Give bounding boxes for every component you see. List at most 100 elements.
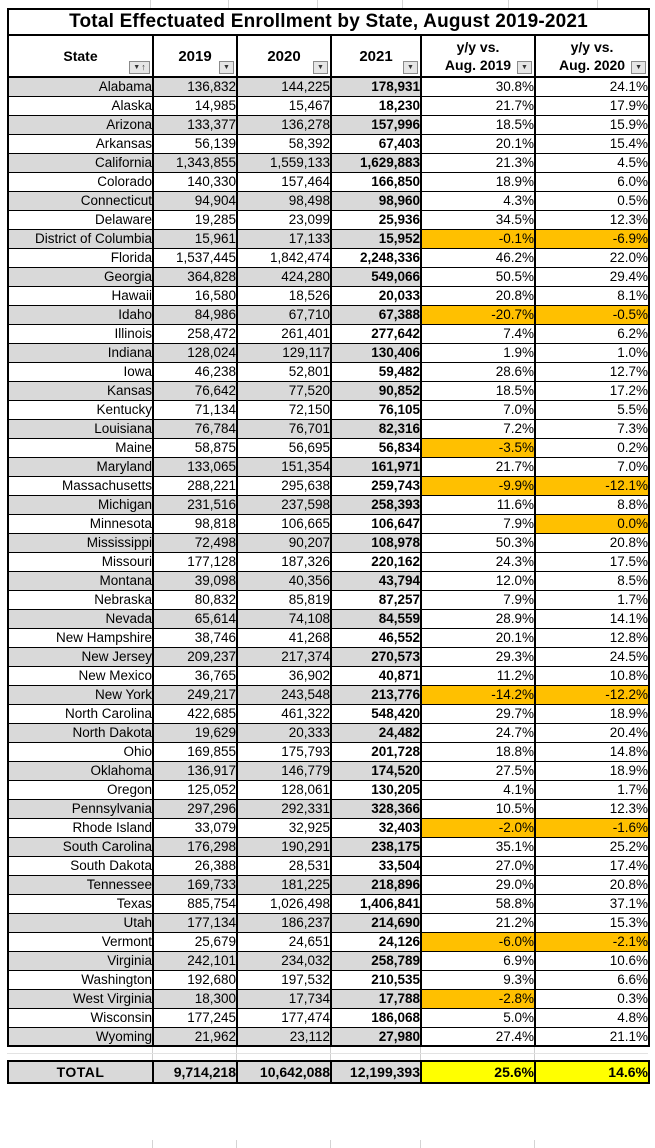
- state-cell[interactable]: Virginia: [7, 950, 154, 971]
- enrollment-2020-cell[interactable]: 17,734: [236, 988, 332, 1009]
- enrollment-2019-cell[interactable]: 169,733: [152, 874, 238, 895]
- yoy-vs-2019-cell[interactable]: 4.1%: [420, 779, 536, 800]
- state-cell[interactable]: Ohio: [7, 741, 154, 762]
- yoy-vs-2019-cell[interactable]: 9.3%: [420, 969, 536, 990]
- enrollment-2019-cell[interactable]: 14,985: [152, 95, 238, 116]
- enrollment-2019-cell[interactable]: 65,614: [152, 608, 238, 629]
- state-cell[interactable]: New Mexico: [7, 665, 154, 686]
- enrollment-2019-cell[interactable]: 94,904: [152, 190, 238, 211]
- yoy-vs-2020-cell[interactable]: 6.6%: [533, 969, 651, 990]
- enrollment-2020-cell[interactable]: 175,793: [236, 741, 332, 762]
- state-cell[interactable]: Idaho: [7, 304, 154, 325]
- enrollment-2019-cell[interactable]: 128,024: [152, 342, 238, 363]
- yoy-vs-2019-cell[interactable]: 18.9%: [420, 171, 536, 192]
- enrollment-2021-cell[interactable]: 328,366: [330, 798, 422, 819]
- yoy-vs-2019-cell[interactable]: 29.3%: [420, 646, 536, 667]
- state-cell[interactable]: West Virginia: [7, 988, 154, 1009]
- yoy-vs-2020-cell[interactable]: -12.2%: [533, 684, 651, 705]
- yoy-vs-2019-cell[interactable]: 18.8%: [420, 741, 536, 762]
- enrollment-2020-cell[interactable]: 15,467: [236, 95, 332, 116]
- yoy-vs-2020-cell[interactable]: 6.2%: [533, 323, 651, 344]
- yoy-vs-2019-cell[interactable]: 50.5%: [420, 266, 536, 287]
- yoy-vs-2020-cell[interactable]: -0.5%: [533, 304, 651, 325]
- enrollment-2020-cell[interactable]: 85,819: [236, 589, 332, 610]
- state-cell[interactable]: Maine: [7, 437, 154, 458]
- enrollment-2021-cell[interactable]: 548,420: [330, 703, 422, 724]
- yoy-vs-2019-cell[interactable]: 58.8%: [420, 893, 536, 914]
- state-cell[interactable]: Wisconsin: [7, 1007, 154, 1028]
- enrollment-2019-cell[interactable]: 98,818: [152, 513, 238, 534]
- enrollment-2021-cell[interactable]: 20,033: [330, 285, 422, 306]
- yoy-vs-2020-cell[interactable]: -12.1%: [533, 475, 651, 496]
- filter-button-yoy-2019[interactable]: ▼: [517, 61, 532, 74]
- yoy-vs-2020-cell[interactable]: 10.8%: [533, 665, 651, 686]
- enrollment-2021-cell[interactable]: 186,068: [330, 1007, 422, 1028]
- yoy-vs-2020-cell[interactable]: 0.0%: [533, 513, 651, 534]
- yoy-vs-2019-cell[interactable]: 20.1%: [420, 133, 536, 154]
- state-cell[interactable]: Kansas: [7, 380, 154, 401]
- enrollment-2019-cell[interactable]: 176,298: [152, 836, 238, 857]
- state-cell[interactable]: Mississippi: [7, 532, 154, 553]
- total-label-cell[interactable]: TOTAL: [7, 1060, 154, 1084]
- enrollment-2019-cell[interactable]: 422,685: [152, 703, 238, 724]
- state-cell[interactable]: Arkansas: [7, 133, 154, 154]
- enrollment-2019-cell[interactable]: 177,128: [152, 551, 238, 572]
- yoy-vs-2020-cell[interactable]: 8.5%: [533, 570, 651, 591]
- yoy-vs-2019-cell[interactable]: 1.9%: [420, 342, 536, 363]
- enrollment-2021-cell[interactable]: 201,728: [330, 741, 422, 762]
- enrollment-2020-cell[interactable]: 40,356: [236, 570, 332, 591]
- enrollment-2019-cell[interactable]: 177,245: [152, 1007, 238, 1028]
- enrollment-2020-cell[interactable]: 74,108: [236, 608, 332, 629]
- enrollment-2021-cell[interactable]: 130,205: [330, 779, 422, 800]
- enrollment-2019-cell[interactable]: 249,217: [152, 684, 238, 705]
- enrollment-2020-cell[interactable]: 58,392: [236, 133, 332, 154]
- yoy-vs-2020-cell[interactable]: 14.1%: [533, 608, 651, 629]
- enrollment-2021-cell[interactable]: 1,629,883: [330, 152, 422, 173]
- enrollment-2020-cell[interactable]: 461,322: [236, 703, 332, 724]
- enrollment-2021-cell[interactable]: 277,642: [330, 323, 422, 344]
- yoy-vs-2020-cell[interactable]: 20.4%: [533, 722, 651, 743]
- enrollment-2021-cell[interactable]: 220,162: [330, 551, 422, 572]
- yoy-vs-2020-cell[interactable]: 0.5%: [533, 190, 651, 211]
- state-cell[interactable]: North Dakota: [7, 722, 154, 743]
- enrollment-2020-cell[interactable]: 72,150: [236, 399, 332, 420]
- filter-button-2020[interactable]: ▼: [313, 61, 328, 74]
- yoy-vs-2020-cell[interactable]: 29.4%: [533, 266, 651, 287]
- yoy-vs-2019-cell[interactable]: 7.2%: [420, 418, 536, 439]
- yoy-vs-2019-cell[interactable]: 24.7%: [420, 722, 536, 743]
- enrollment-2021-cell[interactable]: 210,535: [330, 969, 422, 990]
- state-cell[interactable]: Kentucky: [7, 399, 154, 420]
- enrollment-2020-cell[interactable]: 98,498: [236, 190, 332, 211]
- enrollment-2021-cell[interactable]: 1,406,841: [330, 893, 422, 914]
- yoy-vs-2019-cell[interactable]: 21.7%: [420, 95, 536, 116]
- enrollment-2019-cell[interactable]: 56,139: [152, 133, 238, 154]
- enrollment-2020-cell[interactable]: 261,401: [236, 323, 332, 344]
- enrollment-2021-cell[interactable]: 157,996: [330, 114, 422, 135]
- enrollment-2020-cell[interactable]: 129,117: [236, 342, 332, 363]
- total-2020-cell[interactable]: 10,642,088: [236, 1060, 332, 1084]
- yoy-vs-2019-cell[interactable]: -6.0%: [420, 931, 536, 952]
- total-yoy-2020-cell[interactable]: 14.6%: [534, 1060, 650, 1084]
- enrollment-2019-cell[interactable]: 231,516: [152, 494, 238, 515]
- filter-button-2019[interactable]: ▼: [219, 61, 234, 74]
- enrollment-2020-cell[interactable]: 36,902: [236, 665, 332, 686]
- yoy-vs-2020-cell[interactable]: 17.9%: [533, 95, 651, 116]
- yoy-vs-2019-cell[interactable]: 34.5%: [420, 209, 536, 230]
- yoy-vs-2020-cell[interactable]: -6.9%: [533, 228, 651, 249]
- yoy-vs-2020-cell[interactable]: 4.8%: [533, 1007, 651, 1028]
- enrollment-2020-cell[interactable]: 157,464: [236, 171, 332, 192]
- yoy-vs-2019-cell[interactable]: -20.7%: [420, 304, 536, 325]
- enrollment-2021-cell[interactable]: 98,960: [330, 190, 422, 211]
- yoy-vs-2019-cell[interactable]: 11.6%: [420, 494, 536, 515]
- column-header-yoy-vs-aug-2020[interactable]: y/y vs. Aug. 2020 ▼: [533, 34, 651, 78]
- enrollment-2020-cell[interactable]: 181,225: [236, 874, 332, 895]
- enrollment-2019-cell[interactable]: 242,101: [152, 950, 238, 971]
- enrollment-2021-cell[interactable]: 174,520: [330, 760, 422, 781]
- enrollment-2020-cell[interactable]: 32,925: [236, 817, 332, 838]
- enrollment-2019-cell[interactable]: 19,629: [152, 722, 238, 743]
- enrollment-2021-cell[interactable]: 67,403: [330, 133, 422, 154]
- enrollment-2021-cell[interactable]: 46,552: [330, 627, 422, 648]
- enrollment-2021-cell[interactable]: 33,504: [330, 855, 422, 876]
- state-cell[interactable]: Tennessee: [7, 874, 154, 895]
- yoy-vs-2020-cell[interactable]: 8.1%: [533, 285, 651, 306]
